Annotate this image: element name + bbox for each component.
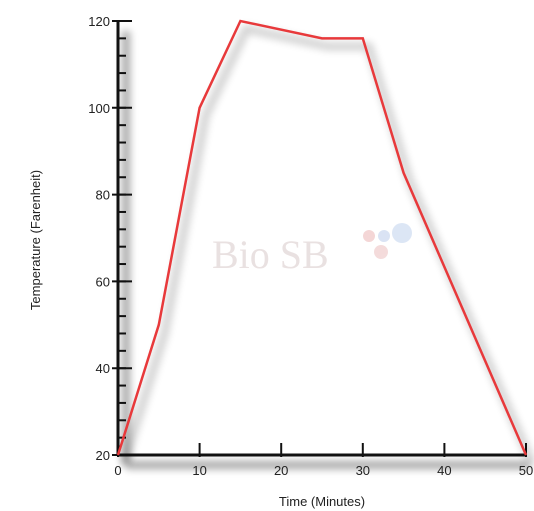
axes: [112, 20, 527, 457]
x-tick-label: 30: [356, 463, 370, 478]
watermark-dot-icon: [363, 230, 375, 242]
x-axis-title: Time (Minutes): [279, 494, 365, 509]
y-tick-label: 60: [96, 274, 110, 289]
y-tick-label: 20: [96, 448, 110, 463]
x-tick-label: 40: [437, 463, 451, 478]
series-line: [116, 19, 528, 456]
axis-shadow: [122, 31, 530, 469]
series-layer: [116, 19, 534, 465]
axis-labels: 20 40 60 80 100 120 0 10 20 30 40 50: [88, 14, 533, 478]
watermark-dot-icon: [378, 230, 390, 242]
y-tick-label: 100: [88, 101, 110, 116]
y-tick-label: 40: [96, 361, 110, 376]
series-line-shadow: [120, 24, 534, 465]
watermark: Bio SB: [212, 223, 412, 277]
watermark-dot-icon: [374, 245, 388, 259]
y-axis-title: Temperature (Farenheit): [28, 170, 43, 310]
x-tick-label: 10: [192, 463, 206, 478]
watermark-dot-icon: [392, 223, 412, 243]
y-tick-label: 80: [96, 188, 110, 203]
x-tick-label: 20: [274, 463, 288, 478]
x-tick-label: 0: [114, 463, 121, 478]
y-tick-label: 120: [88, 14, 110, 29]
x-tick-label: 50: [519, 463, 533, 478]
watermark-text: Bio SB: [212, 232, 329, 277]
